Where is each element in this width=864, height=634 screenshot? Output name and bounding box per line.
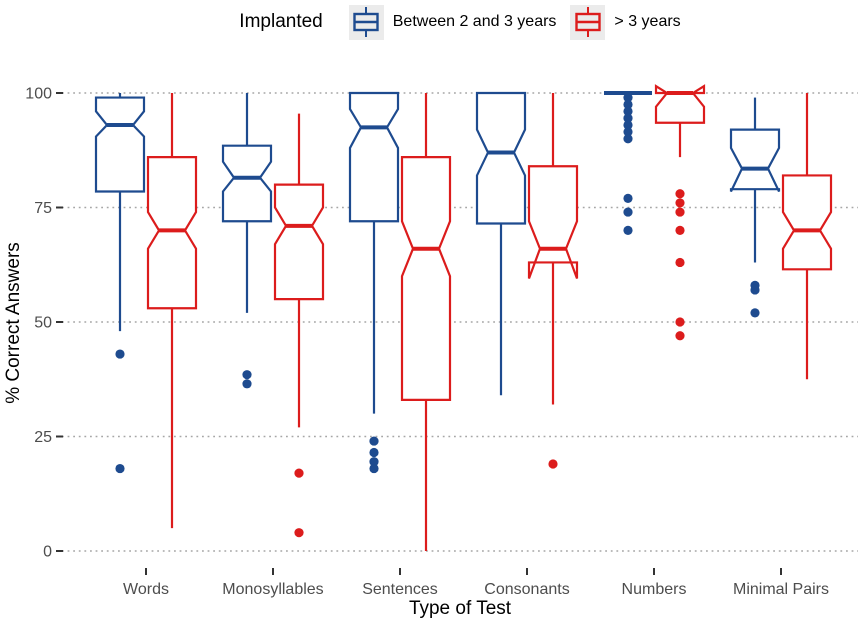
notched-box-Between2and3years-monosyllables (221, 144, 273, 223)
outlier-dot-3years-monosyllables (294, 468, 304, 478)
outlier-dot-3years-numbers (675, 317, 685, 327)
outlier-dot-Between2and3years-numbers (623, 134, 633, 144)
legend-item-label: Between 2 and 3 years (392, 13, 557, 30)
outlier-dot-3years-consonants (548, 459, 558, 469)
outlier-dot-3years-numbers (675, 257, 685, 268)
legend-title: Implanted (239, 11, 323, 32)
outlier-dot-3years-numbers (675, 225, 685, 235)
x-tick-label-consonants: Consonants (484, 581, 569, 598)
outlier-dot-Between2and3years-numbers (623, 106, 633, 116)
outlier-dot-Between2and3years-numbers (623, 92, 633, 103)
outlier-dot-Between2and3years-sentences (369, 447, 379, 458)
outlier-dot-Between2and3years-numbers (623, 225, 633, 235)
notched-box-3years-sentences (400, 156, 452, 401)
legend-item-1: > 3 years (570, 4, 681, 40)
outlier-dot-Between2and3years-numbers (623, 207, 633, 217)
notched-box-3years-numbers (654, 84, 706, 124)
boxplot-key-icon (570, 4, 606, 40)
outlier-dot-Between2and3years-minimal-pairs (750, 285, 760, 295)
notched-box-3years-minimal-pairs (781, 174, 833, 271)
notched-box-Between2and3years-consonants (475, 91, 527, 225)
outlier-dot-Between2and3years-numbers (623, 127, 633, 137)
x-tick-label-words: Words (123, 581, 169, 598)
legend-item-label: > 3 years (614, 13, 681, 30)
x-axis-title: Type of Test (408, 598, 512, 619)
outlier-dot-Between2and3years-monosyllables (242, 370, 252, 380)
outlier-dot-3years-numbers (675, 331, 685, 341)
outlier-dot-Between2and3years-sentences (369, 436, 379, 446)
outlier-dot-Between2and3years-minimal-pairs (750, 308, 760, 318)
outlier-dot-Between2and3years-sentences (369, 457, 379, 467)
outlier-dot-3years-monosyllables (294, 528, 304, 538)
notched-box-Between2and3years-minimal-pairs (729, 128, 781, 192)
notched-box-Between2and3years-sentences (348, 91, 400, 223)
outlier-dot-Between2and3years-sentences (369, 463, 379, 474)
y-tick-label: 50 (34, 315, 52, 332)
x-tick-label-minimal-pairs: Minimal Pairs (733, 581, 829, 598)
legend-item-0: Between 2 and 3 years (348, 4, 557, 40)
y-axis-title: % Correct Answers (3, 242, 24, 404)
y-tick-label: 75 (34, 200, 52, 217)
y-tick-label: 0 (43, 544, 52, 561)
x-tick-label-monosyllables: Monosyllables (222, 581, 323, 598)
outlier-dot-Between2and3years-numbers (623, 99, 633, 110)
notched-box-3years-consonants (527, 165, 579, 279)
outlier-dot-Between2and3years-monosyllables (242, 379, 252, 389)
boxplot-key-icon (348, 4, 384, 40)
x-tick-label-numbers: Numbers (622, 581, 687, 598)
outlier-dot-Between2and3years-numbers (623, 120, 633, 130)
notched-box-3years-words (146, 156, 198, 310)
y-tick-label: 100 (25, 86, 52, 103)
outlier-dot-Between2and3years-words (115, 463, 125, 474)
outlier-dot-Between2and3years-numbers (623, 113, 633, 123)
legend: Implanted Between 2 and 3 years > 3 years (56, 0, 864, 44)
outlier-dot-3years-numbers (675, 198, 685, 208)
notched-box-3years-monosyllables (273, 183, 325, 301)
outlier-dot-Between2and3years-words (115, 349, 125, 359)
outlier-dot-3years-numbers (675, 207, 685, 217)
y-tick-label: 25 (34, 429, 52, 446)
outlier-dot-3years-numbers (675, 189, 685, 199)
outlier-dot-Between2and3years-numbers (623, 193, 633, 203)
notched-box-Between2and3years-words (94, 96, 146, 193)
x-tick-label-sentences: Sentences (362, 581, 438, 598)
